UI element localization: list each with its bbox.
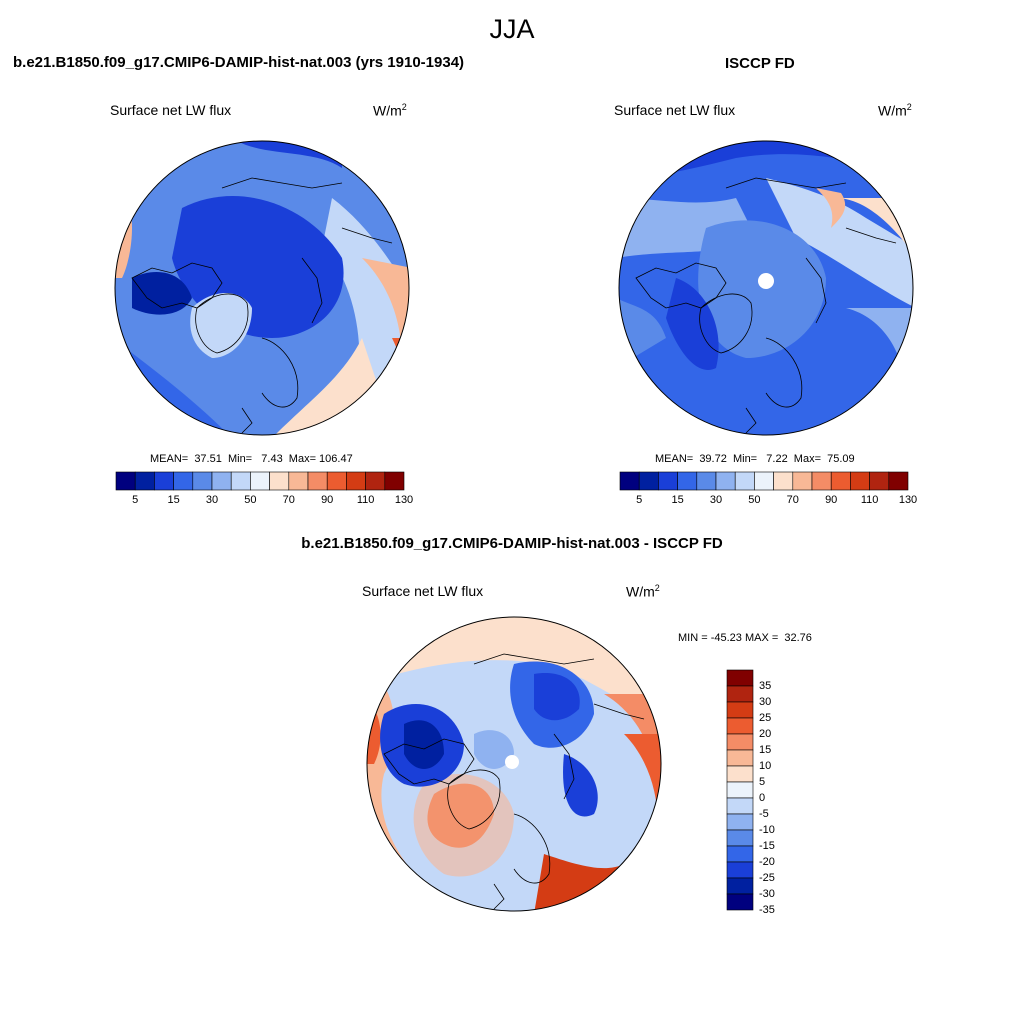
left-polar-map	[114, 140, 410, 436]
colorbar-swatch	[869, 471, 890, 491]
colorbar-swatch	[696, 471, 717, 491]
colorbar-swatch	[726, 749, 754, 767]
colorbar-swatch	[715, 471, 736, 491]
left-colorbar	[115, 471, 405, 491]
colorbar-swatch	[192, 471, 213, 491]
colorbar-swatch	[850, 471, 870, 491]
left-variable-label: Surface net LW flux	[110, 102, 232, 118]
diff-variable-label: Surface net LW flux	[362, 583, 484, 599]
colorbar-tick-label: 25	[759, 711, 772, 724]
left-units-label: W/m2	[373, 102, 407, 119]
colorbar-swatch	[726, 893, 754, 911]
colorbar-tick-label: -20	[759, 855, 775, 868]
colorbar-swatch	[658, 471, 678, 491]
colorbar-swatch	[726, 733, 754, 751]
colorbar-swatch	[734, 471, 755, 491]
colorbar-tick-label: 5	[132, 494, 139, 506]
right-stats: MEAN= 39.72 Min= 7.22 Max= 75.09	[655, 453, 855, 465]
colorbar-swatch	[346, 471, 366, 491]
colorbar-tick-label: 5	[759, 775, 766, 788]
colorbar-tick-label: 50	[748, 494, 761, 506]
diff-polar-map	[366, 616, 662, 912]
colorbar-swatch	[726, 829, 754, 847]
colorbar-swatch	[134, 471, 155, 491]
colorbar-swatch	[230, 471, 251, 491]
right-units-label: W/m2	[878, 102, 912, 119]
colorbar-tick-label: 10	[759, 759, 772, 772]
colorbar-tick-label: 70	[786, 494, 799, 506]
colorbar-tick-label: -10	[759, 823, 775, 836]
colorbar-tick-label: 15	[671, 494, 684, 506]
colorbar-swatch	[726, 669, 754, 687]
colorbar-tick-label: 0	[759, 791, 766, 804]
colorbar-tick-label: 30	[759, 695, 772, 708]
colorbar-tick-label: 50	[244, 494, 257, 506]
colorbar-swatch	[365, 471, 386, 491]
colorbar-swatch	[677, 471, 698, 491]
colorbar-tick-label: -25	[759, 871, 775, 884]
colorbar-swatch	[726, 717, 754, 735]
colorbar-swatch	[726, 685, 754, 703]
colorbar-swatch	[288, 471, 309, 491]
colorbar-swatch	[726, 781, 754, 799]
colorbar-swatch	[307, 471, 328, 491]
colorbar-tick-label: 15	[167, 494, 180, 506]
colorbar-swatch	[326, 471, 347, 491]
colorbar-swatch	[619, 471, 640, 491]
colorbar-swatch	[811, 471, 832, 491]
left-panel-title: b.e21.B1850.f09_g17.CMIP6-DAMIP-hist-nat…	[13, 54, 465, 71]
colorbar-tick-label: 30	[709, 494, 723, 506]
colorbar-swatch	[154, 471, 174, 491]
colorbar-swatch	[726, 797, 754, 815]
diff-units-label: W/m2	[626, 583, 660, 600]
colorbar-tick-label: 90	[825, 494, 838, 506]
colorbar-swatch	[269, 471, 290, 491]
colorbar-swatch	[726, 765, 754, 783]
colorbar-swatch	[726, 861, 754, 879]
colorbar-tick-label: -5	[759, 807, 769, 820]
colorbar-swatch	[384, 471, 405, 491]
right-colorbar-ticks: 5 15 30 50 70 90 110 130	[620, 494, 917, 508]
colorbar-tick-label: 130	[394, 494, 414, 506]
colorbar-swatch	[211, 471, 232, 491]
diff-colorbar-ticks: 35 30 25 20 15 10 5 0 -5 -10 -15 -20 -25 -30 -35	[759, 670, 799, 916]
colorbar-tick-label: -15	[759, 839, 775, 852]
colorbar-swatch	[754, 471, 774, 491]
colorbar-tick-label: 15	[759, 743, 772, 756]
colorbar-tick-label: 5	[636, 494, 643, 506]
right-panel-title: ISCCP FD	[725, 55, 795, 72]
colorbar-tick-label: -35	[759, 903, 775, 916]
colorbar-tick-label: 110	[356, 494, 375, 506]
season-title: JJA	[489, 14, 535, 44]
colorbar-tick-label: 130	[898, 494, 918, 506]
colorbar-swatch	[888, 471, 909, 491]
colorbar-swatch	[250, 471, 270, 491]
colorbar-tick-label: 90	[321, 494, 334, 506]
colorbar-tick-label: 110	[860, 494, 879, 506]
colorbar-swatch	[115, 471, 136, 491]
right-variable-label: Surface net LW flux	[614, 102, 736, 118]
colorbar-swatch	[726, 877, 754, 895]
colorbar-swatch	[726, 701, 754, 719]
colorbar-swatch	[173, 471, 194, 491]
left-stats: MEAN= 37.51 Min= 7.43 Max= 106.47	[150, 453, 353, 465]
colorbar-swatch	[830, 471, 851, 491]
diff-colorbar	[726, 669, 754, 911]
colorbar-tick-label: -30	[759, 887, 775, 900]
colorbar-swatch	[792, 471, 813, 491]
left-colorbar-ticks: 5 15 30 50 70 90 110 130	[116, 494, 413, 508]
colorbar-swatch	[773, 471, 794, 491]
colorbar-swatch	[726, 813, 754, 831]
right-polar-map	[618, 140, 914, 436]
colorbar-swatch	[638, 471, 659, 491]
colorbar-tick-label: 30	[205, 494, 219, 506]
diff-stats: MIN = -45.23 MAX = 32.76	[678, 632, 812, 644]
colorbar-swatch	[726, 845, 754, 863]
colorbar-tick-label: 20	[759, 727, 772, 740]
right-colorbar	[619, 471, 909, 491]
colorbar-tick-label: 70	[282, 494, 295, 506]
colorbar-tick-label: 35	[759, 679, 772, 692]
diff-panel-title: b.e21.B1850.f09_g17.CMIP6-DAMIP-hist-nat…	[301, 535, 723, 552]
